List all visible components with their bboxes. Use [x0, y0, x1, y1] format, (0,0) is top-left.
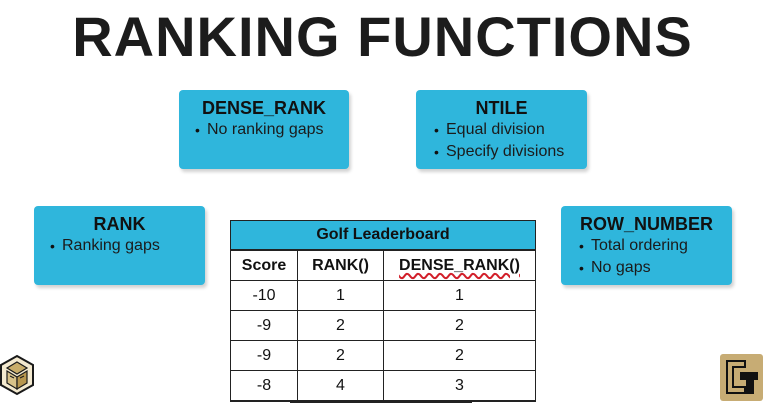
bullet-icon: •	[579, 260, 584, 276]
dense-rank-card: DENSE_RANK • No ranking gaps	[179, 90, 349, 169]
header-dense-rank: DENSE_RANK()	[383, 250, 535, 281]
list-item: • Ranking gaps	[34, 235, 205, 257]
cell-rank: 2	[297, 310, 384, 341]
bullet-icon: •	[434, 122, 439, 138]
bullet-icon: •	[50, 238, 55, 254]
leaderboard-title: Golf Leaderboard	[231, 221, 535, 250]
cell-dense-rank: 1	[383, 280, 535, 311]
golf-leaderboard: Golf Leaderboard Score RANK() DENSE_RANK…	[230, 220, 536, 402]
cell-score: -8	[231, 370, 298, 401]
cell-rank: 4	[297, 370, 384, 401]
list-item: • No gaps	[561, 257, 732, 279]
ntile-card: NTILE • Equal division • Specify divisions	[416, 90, 587, 169]
cell-score: -10	[231, 280, 298, 311]
table-row: -10 1 1	[231, 280, 535, 311]
cell-score: -9	[231, 310, 298, 341]
bullet-icon: •	[434, 144, 439, 160]
slide-title: RANKING FUNCTIONS	[72, 5, 693, 68]
cell-rank: 1	[297, 280, 384, 311]
table-header-row: Score RANK() DENSE_RANK()	[231, 250, 535, 281]
header-score: Score	[231, 250, 298, 281]
header-rank: RANK()	[297, 250, 384, 281]
table-row: -8 4 3	[231, 370, 535, 401]
rank-card: RANK • Ranking gaps	[34, 206, 205, 285]
dense-rank-card-list: • No ranking gaps	[179, 119, 349, 141]
cell-dense-rank: 2	[383, 310, 535, 341]
list-item: • Equal division	[416, 119, 587, 141]
row-number-card-list: • Total ordering • No gaps	[561, 235, 732, 279]
rank-card-title: RANK	[93, 214, 146, 234]
cell-score: -9	[231, 340, 298, 371]
dense-rank-card-title: DENSE_RANK	[201, 98, 327, 118]
ntile-card-list: • Equal division • Specify divisions	[416, 119, 587, 163]
cell-rank: 2	[297, 340, 384, 371]
table-row: -9 2 2	[231, 340, 535, 371]
list-item: • Total ordering	[561, 235, 732, 257]
bullet-icon: •	[195, 122, 200, 138]
cell-dense-rank: 3	[383, 370, 535, 401]
divider-bar	[290, 400, 472, 403]
list-item: • No ranking gaps	[179, 119, 349, 141]
table-row: -9 2 2	[231, 310, 535, 341]
cube-logo-icon	[0, 354, 34, 396]
bullet-icon: •	[579, 238, 584, 254]
row-number-card-title: ROW_NUMBER	[580, 214, 713, 234]
leaderboard-table: Score RANK() DENSE_RANK() -10 1 1 -9 2 2…	[231, 250, 535, 401]
spellcheck-underlined-text: DENSE_RANK()	[399, 256, 520, 274]
row-number-card: ROW_NUMBER • Total ordering • No gaps	[561, 206, 732, 285]
list-item: • Specify divisions	[416, 141, 587, 163]
university-logo-icon	[720, 354, 763, 401]
ntile-card-title: NTILE	[475, 98, 528, 118]
rank-card-list: • Ranking gaps	[34, 235, 205, 257]
cell-dense-rank: 2	[383, 340, 535, 371]
